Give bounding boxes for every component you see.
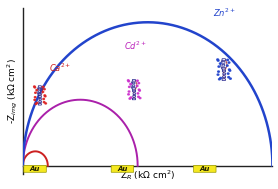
FancyBboxPatch shape xyxy=(39,98,41,100)
Ellipse shape xyxy=(36,102,38,103)
Text: Ca$^{2+}$: Ca$^{2+}$ xyxy=(49,61,71,74)
Ellipse shape xyxy=(128,94,129,95)
Ellipse shape xyxy=(230,78,231,79)
FancyBboxPatch shape xyxy=(24,165,46,172)
Ellipse shape xyxy=(138,89,140,90)
Ellipse shape xyxy=(127,80,129,81)
Ellipse shape xyxy=(218,71,219,72)
Ellipse shape xyxy=(34,97,36,98)
FancyBboxPatch shape xyxy=(132,88,135,89)
Ellipse shape xyxy=(43,102,45,103)
FancyBboxPatch shape xyxy=(222,59,225,60)
Ellipse shape xyxy=(42,91,44,92)
FancyBboxPatch shape xyxy=(222,79,225,81)
Ellipse shape xyxy=(217,74,219,75)
Text: Au: Au xyxy=(117,166,128,172)
FancyBboxPatch shape xyxy=(193,165,216,172)
Ellipse shape xyxy=(128,81,130,82)
Ellipse shape xyxy=(35,103,37,105)
Text: Cd$^{2+}$: Cd$^{2+}$ xyxy=(124,40,147,52)
Y-axis label: -Z$_{img}$ (kΩ cm$^{2}$): -Z$_{img}$ (kΩ cm$^{2}$) xyxy=(6,58,20,124)
Ellipse shape xyxy=(129,98,131,99)
FancyBboxPatch shape xyxy=(222,67,225,69)
Ellipse shape xyxy=(130,97,132,98)
Ellipse shape xyxy=(227,73,229,74)
Ellipse shape xyxy=(218,66,220,67)
FancyBboxPatch shape xyxy=(133,95,136,97)
FancyBboxPatch shape xyxy=(111,165,134,172)
FancyBboxPatch shape xyxy=(222,64,225,66)
FancyBboxPatch shape xyxy=(38,88,41,90)
FancyBboxPatch shape xyxy=(132,98,135,100)
Ellipse shape xyxy=(219,79,220,80)
Ellipse shape xyxy=(227,59,229,61)
Ellipse shape xyxy=(45,103,46,104)
Text: Au: Au xyxy=(30,166,40,172)
Ellipse shape xyxy=(228,77,230,78)
FancyBboxPatch shape xyxy=(38,93,41,95)
Ellipse shape xyxy=(44,96,46,97)
FancyBboxPatch shape xyxy=(38,96,41,98)
Ellipse shape xyxy=(36,90,38,91)
Ellipse shape xyxy=(229,70,231,71)
FancyBboxPatch shape xyxy=(38,104,41,105)
Ellipse shape xyxy=(220,77,222,79)
Ellipse shape xyxy=(137,80,138,81)
Text: Au: Au xyxy=(200,166,210,172)
FancyBboxPatch shape xyxy=(132,80,135,81)
Ellipse shape xyxy=(34,86,35,87)
FancyBboxPatch shape xyxy=(132,82,135,84)
Ellipse shape xyxy=(128,91,130,92)
Ellipse shape xyxy=(137,93,139,94)
Ellipse shape xyxy=(138,83,140,84)
Ellipse shape xyxy=(43,86,44,88)
Ellipse shape xyxy=(43,98,44,100)
Ellipse shape xyxy=(130,84,131,85)
FancyBboxPatch shape xyxy=(133,90,136,92)
Ellipse shape xyxy=(136,85,138,87)
Ellipse shape xyxy=(226,65,228,66)
Ellipse shape xyxy=(217,60,219,61)
FancyBboxPatch shape xyxy=(39,101,41,102)
Ellipse shape xyxy=(219,63,221,64)
Ellipse shape xyxy=(34,99,36,100)
FancyBboxPatch shape xyxy=(222,62,225,63)
Ellipse shape xyxy=(35,92,36,93)
Ellipse shape xyxy=(34,87,36,88)
Ellipse shape xyxy=(44,89,45,90)
Ellipse shape xyxy=(139,98,141,99)
FancyBboxPatch shape xyxy=(223,73,225,75)
Ellipse shape xyxy=(228,62,230,63)
Text: Zn$^{2+}$: Zn$^{2+}$ xyxy=(213,7,235,19)
Ellipse shape xyxy=(217,59,219,60)
Ellipse shape xyxy=(44,95,46,96)
Ellipse shape xyxy=(139,90,140,91)
FancyBboxPatch shape xyxy=(38,86,41,87)
FancyBboxPatch shape xyxy=(132,85,135,87)
Ellipse shape xyxy=(138,96,139,97)
Ellipse shape xyxy=(128,86,130,88)
FancyBboxPatch shape xyxy=(222,70,226,72)
FancyBboxPatch shape xyxy=(133,93,136,94)
FancyBboxPatch shape xyxy=(223,76,226,78)
X-axis label: Z$_{R}$ (kΩ cm$^{2}$): Z$_{R}$ (kΩ cm$^{2}$) xyxy=(120,168,175,182)
Ellipse shape xyxy=(229,69,230,70)
FancyBboxPatch shape xyxy=(38,91,41,92)
